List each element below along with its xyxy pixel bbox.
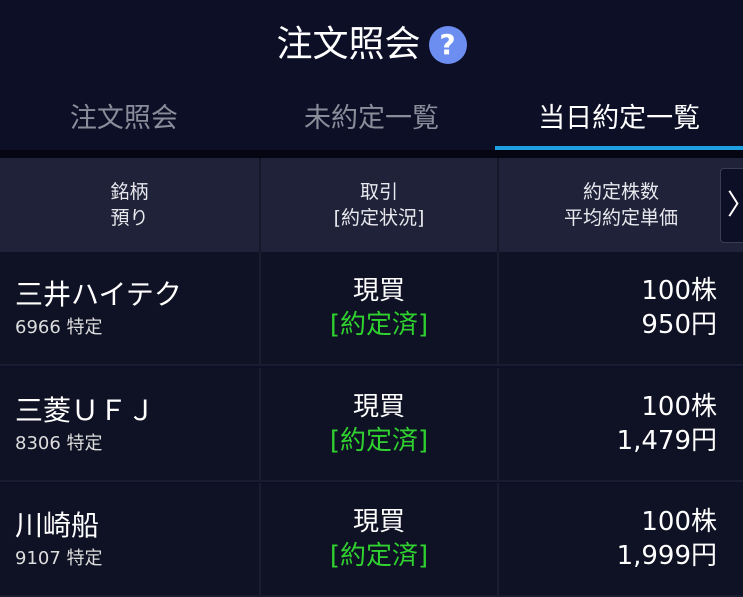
trade-cell: 現買 [約定済] — [261, 483, 499, 595]
question-circle-icon[interactable]: ? — [428, 26, 467, 64]
stock-code: 8306 特定 — [15, 432, 103, 454]
stock-name: 三井ハイテク — [15, 278, 182, 311]
avg-price: 1,479円 — [616, 425, 717, 456]
stock-cell: 三井ハイテク 6966 特定 — [0, 252, 261, 364]
status-badge: [約定済] — [329, 541, 429, 571]
shares-cell: 100株 1,479円 — [499, 368, 743, 480]
chevron-right-icon[interactable]: 〉 — [720, 168, 743, 243]
avg-price: 950円 — [641, 310, 717, 340]
stock-code: 9107 特定 — [15, 548, 103, 569]
stock-name: 川崎船 — [15, 509, 100, 542]
tab-unexecuted[interactable]: 未約定一覧 — [304, 103, 439, 134]
header-label: 約定株数 — [582, 181, 659, 203]
trade-cell: 現買 [約定済] — [261, 252, 499, 364]
tab-bar: 注文照会 未約定一覧 当日約定一覧 — [0, 92, 743, 150]
header-trade: 取引 [約定状況] — [261, 158, 499, 252]
title-text: 注文照会 — [276, 24, 421, 65]
trade-type: 現買 — [352, 507, 405, 537]
table-row[interactable]: 三井ハイテク 6966 特定 現買 [約定済] 100株 950円 — [0, 252, 743, 366]
trade-type: 現買 — [352, 391, 405, 422]
header-label: [約定状況] — [333, 207, 425, 229]
tab-today-executed[interactable]: 当日約定一覧 — [495, 92, 743, 150]
status-badge: [約定済] — [329, 425, 429, 456]
divider — [0, 150, 743, 158]
trade-cell: 現買 [約定済] — [261, 367, 499, 480]
shares-cell: 100株 1,999円 — [499, 483, 743, 595]
stock-cell: 川崎船 9107 特定 — [0, 483, 261, 595]
header-label: 取引 — [359, 181, 398, 203]
stock-code: 6966 特定 — [15, 317, 103, 338]
header-stock: 銘柄 預り — [0, 158, 261, 252]
table-header: 銘柄預り 取引 [約定状況] 約定株数平均約定単価 — [0, 158, 743, 252]
header-shares: 約定株数平均約定単価 — [499, 158, 743, 252]
shares: 100株 — [641, 276, 717, 306]
table-row[interactable]: 三菱ＵＦＪ 8306 特定 現買 [約定済] 100株 1,479円 — [0, 367, 743, 482]
table-row[interactable]: 川崎船 9107 特定 現買 [約定済] 100株 1,999円 — [0, 483, 743, 597]
stock-cell: 三菱ＵＦＪ 8306 特定 — [0, 367, 261, 480]
shares-cell: 100株 950円 — [499, 252, 743, 364]
page-title: 注文照会? — [0, 20, 743, 68]
shares: 100株 — [641, 507, 717, 537]
tab-order-inquiry[interactable]: 注文照会 — [69, 103, 178, 134]
header-label: 銘柄 — [110, 181, 149, 203]
avg-price: 1,999円 — [616, 541, 717, 571]
status-badge: [約定済] — [329, 310, 429, 340]
shares: 100株 — [641, 391, 717, 422]
header-label: 平均約定単価 — [563, 207, 678, 229]
stock-name: 三菱ＵＦＪ — [15, 393, 156, 427]
header-label: 預り — [110, 207, 149, 229]
trade-type: 現買 — [352, 276, 405, 306]
